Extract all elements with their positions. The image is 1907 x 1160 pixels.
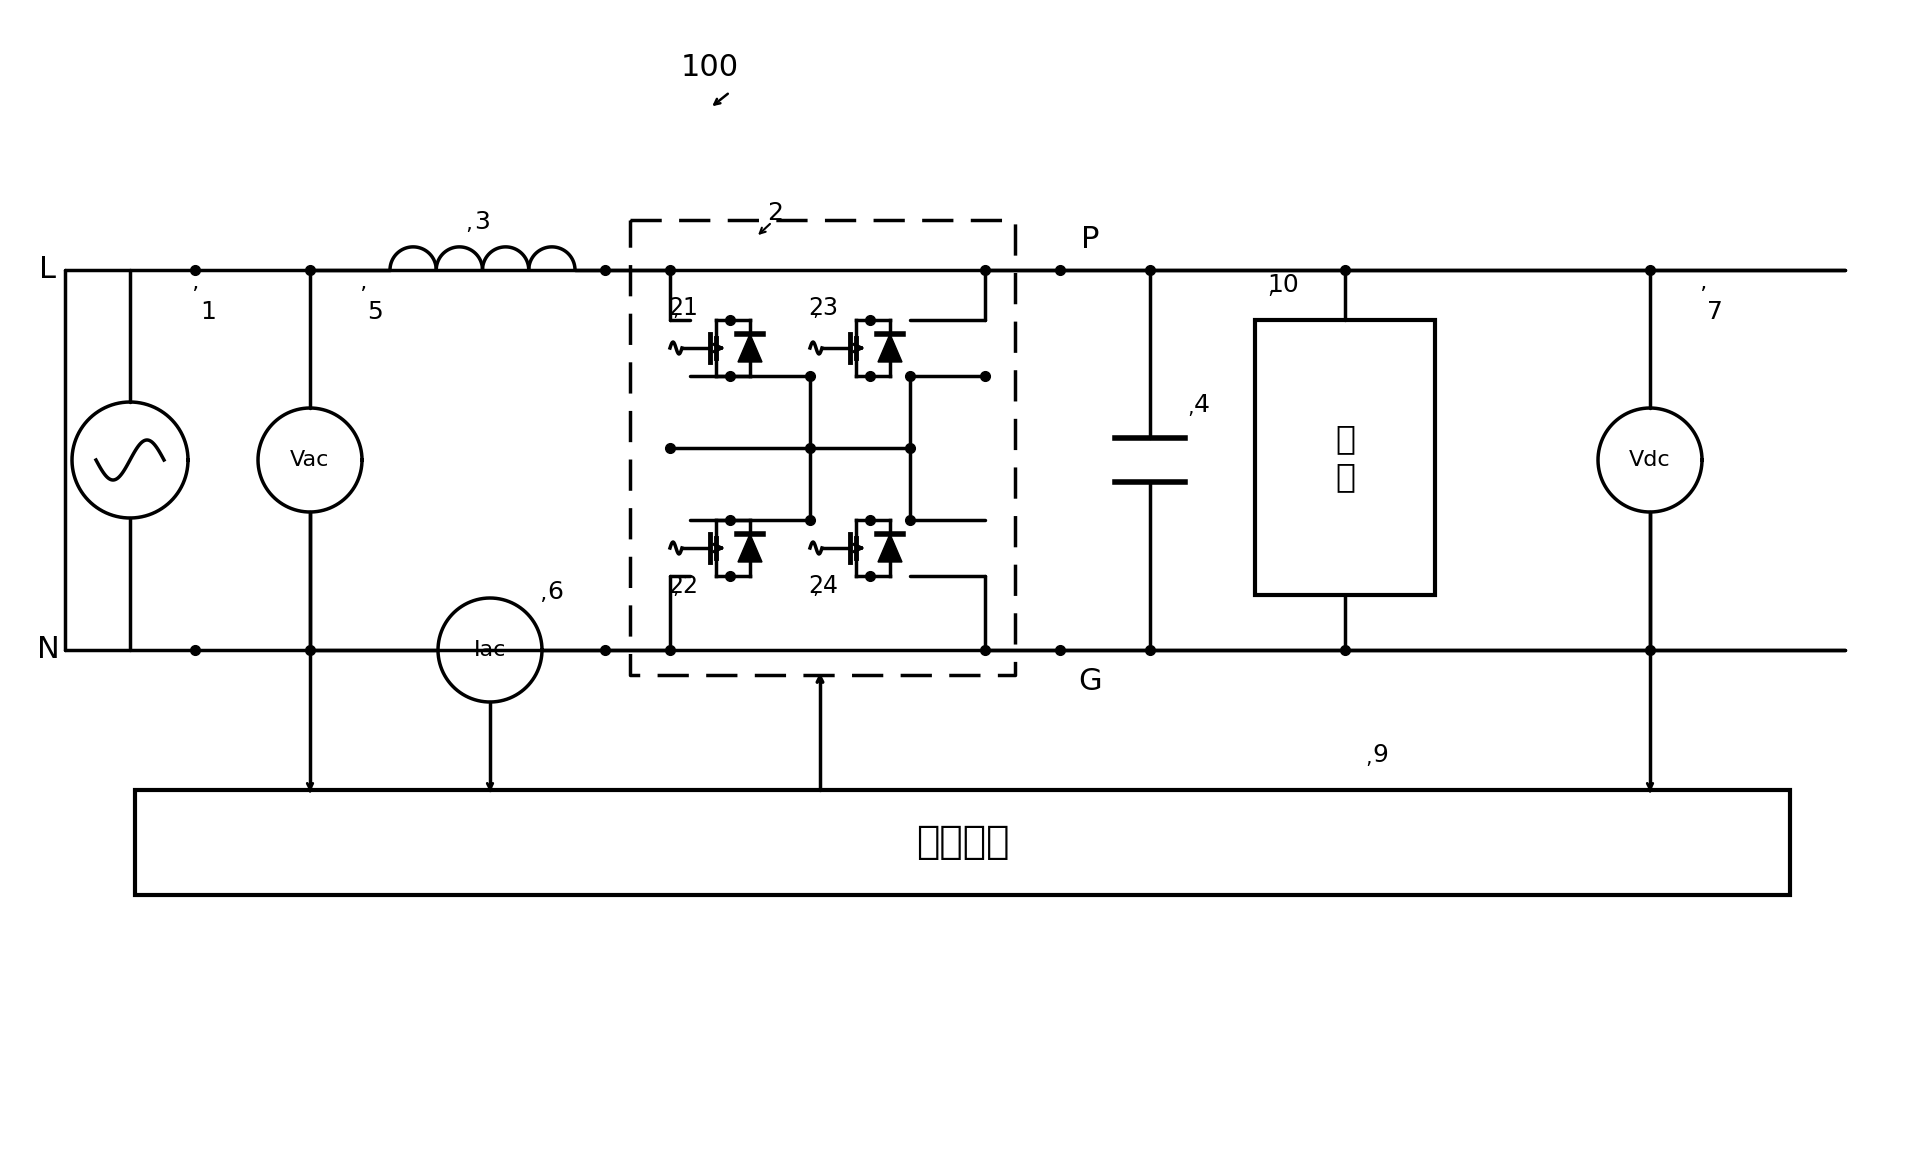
Text: 23: 23 bbox=[807, 296, 837, 320]
Text: ’: ’ bbox=[671, 312, 677, 332]
Text: ’: ’ bbox=[540, 597, 545, 617]
Text: 7: 7 bbox=[1707, 300, 1722, 324]
Text: 22: 22 bbox=[667, 574, 698, 599]
Text: ’: ’ bbox=[465, 227, 471, 247]
Text: G: G bbox=[1077, 667, 1100, 696]
Text: 21: 21 bbox=[667, 296, 698, 320]
Polygon shape bbox=[877, 334, 902, 362]
Polygon shape bbox=[877, 534, 902, 561]
Text: 3: 3 bbox=[475, 210, 490, 234]
Text: ’: ’ bbox=[1364, 761, 1371, 780]
Text: 5: 5 bbox=[366, 300, 383, 324]
Polygon shape bbox=[738, 334, 761, 362]
Text: ’: ’ bbox=[671, 590, 677, 609]
Text: 4: 4 bbox=[1194, 393, 1209, 416]
Bar bbox=[1255, 320, 1434, 595]
Text: Iac: Iac bbox=[473, 640, 505, 660]
Text: 10: 10 bbox=[1266, 273, 1299, 297]
Text: ’: ’ bbox=[812, 312, 818, 332]
Text: 100: 100 bbox=[681, 53, 738, 82]
Text: 9: 9 bbox=[1371, 744, 1386, 767]
Text: N: N bbox=[36, 636, 59, 665]
Text: ’: ’ bbox=[812, 590, 818, 609]
Text: ’: ’ bbox=[359, 287, 366, 306]
Text: 2: 2 bbox=[767, 201, 782, 225]
Text: ’: ’ bbox=[1186, 411, 1192, 429]
Text: 1: 1 bbox=[200, 300, 215, 324]
Text: 24: 24 bbox=[807, 574, 837, 599]
Text: 负
载: 负 载 bbox=[1335, 422, 1354, 493]
Text: ’: ’ bbox=[1699, 287, 1705, 306]
Text: P: P bbox=[1079, 225, 1098, 254]
Bar bbox=[135, 790, 1789, 896]
Text: Vac: Vac bbox=[290, 450, 330, 470]
Text: ’: ’ bbox=[1266, 290, 1272, 310]
Polygon shape bbox=[738, 534, 761, 561]
Text: 6: 6 bbox=[547, 580, 563, 604]
Text: ’: ’ bbox=[191, 287, 198, 306]
Text: 控制电路: 控制电路 bbox=[915, 824, 1009, 862]
Text: Vdc: Vdc bbox=[1629, 450, 1671, 470]
Text: L: L bbox=[40, 255, 57, 284]
